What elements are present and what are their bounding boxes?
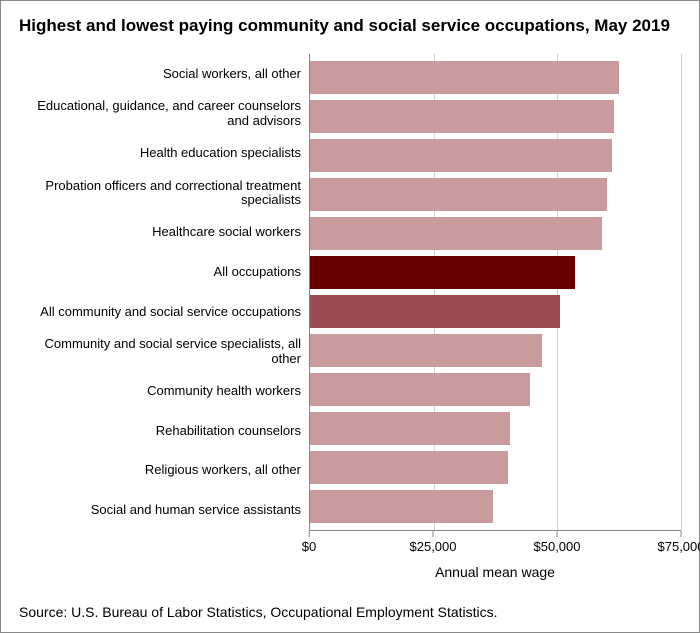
chart-title: Highest and lowest paying community and … — [19, 15, 681, 36]
x-tick: $50,000 — [534, 531, 581, 554]
bars-column — [310, 54, 681, 530]
x-tick: $0 — [302, 531, 316, 554]
bar-row — [310, 253, 681, 292]
x-tick: $75,000 — [658, 531, 700, 554]
bar-row — [310, 97, 681, 136]
bar-row — [310, 370, 681, 409]
category-label: Social workers, all other — [19, 54, 309, 94]
x-axis-title: Annual mean wage — [309, 564, 681, 580]
x-tick-label: $0 — [302, 539, 316, 554]
bars-region — [309, 54, 681, 530]
bar-row — [310, 136, 681, 175]
chart-container: Highest and lowest paying community and … — [1, 1, 699, 632]
bar — [310, 412, 510, 445]
bar — [310, 373, 530, 406]
x-axis-title-row: Annual mean wage — [19, 564, 681, 580]
x-tick-label: $25,000 — [410, 539, 457, 554]
bar-row — [310, 331, 681, 370]
bar — [310, 178, 607, 211]
bar-row — [310, 448, 681, 487]
x-axis-ticks: $0$25,000$50,000$75,000 — [309, 530, 681, 556]
bar — [310, 256, 575, 289]
x-axis: $0$25,000$50,000$75,000 — [19, 530, 681, 556]
bar-row — [310, 409, 681, 448]
plot-region: Social workers, all otherEducational, gu… — [19, 54, 681, 530]
bar-row — [310, 175, 681, 214]
bar — [310, 334, 542, 367]
category-label: Rehabilitation counselors — [19, 411, 309, 451]
category-label: Community health workers — [19, 371, 309, 411]
category-label: Health education specialists — [19, 134, 309, 174]
category-label: Educational, guidance, and career counse… — [19, 94, 309, 134]
bar — [310, 100, 614, 133]
bar — [310, 217, 602, 250]
bar-row — [310, 58, 681, 97]
x-tick-label: $75,000 — [658, 539, 700, 554]
category-label: Community and social service specialists… — [19, 332, 309, 372]
bar — [310, 490, 493, 523]
y-axis-labels: Social workers, all otherEducational, gu… — [19, 54, 309, 530]
bar — [310, 61, 619, 94]
bar-row — [310, 214, 681, 253]
bar-row — [310, 292, 681, 331]
category-label: All occupations — [19, 252, 309, 292]
category-label: Probation officers and correctional trea… — [19, 173, 309, 213]
bar — [310, 295, 560, 328]
category-label: Social and human service assistants — [19, 490, 309, 530]
x-tick-label: $50,000 — [534, 539, 581, 554]
category-label: Healthcare social workers — [19, 213, 309, 253]
source-text: Source: U.S. Bureau of Labor Statistics,… — [19, 604, 681, 620]
x-tick: $25,000 — [410, 531, 457, 554]
chart-area: Social workers, all otherEducational, gu… — [19, 54, 681, 580]
bar — [310, 139, 612, 172]
bar-row — [310, 487, 681, 526]
gridline — [681, 54, 682, 530]
category-label: All community and social service occupat… — [19, 292, 309, 332]
category-label: Religious workers, all other — [19, 451, 309, 491]
bar — [310, 451, 508, 484]
